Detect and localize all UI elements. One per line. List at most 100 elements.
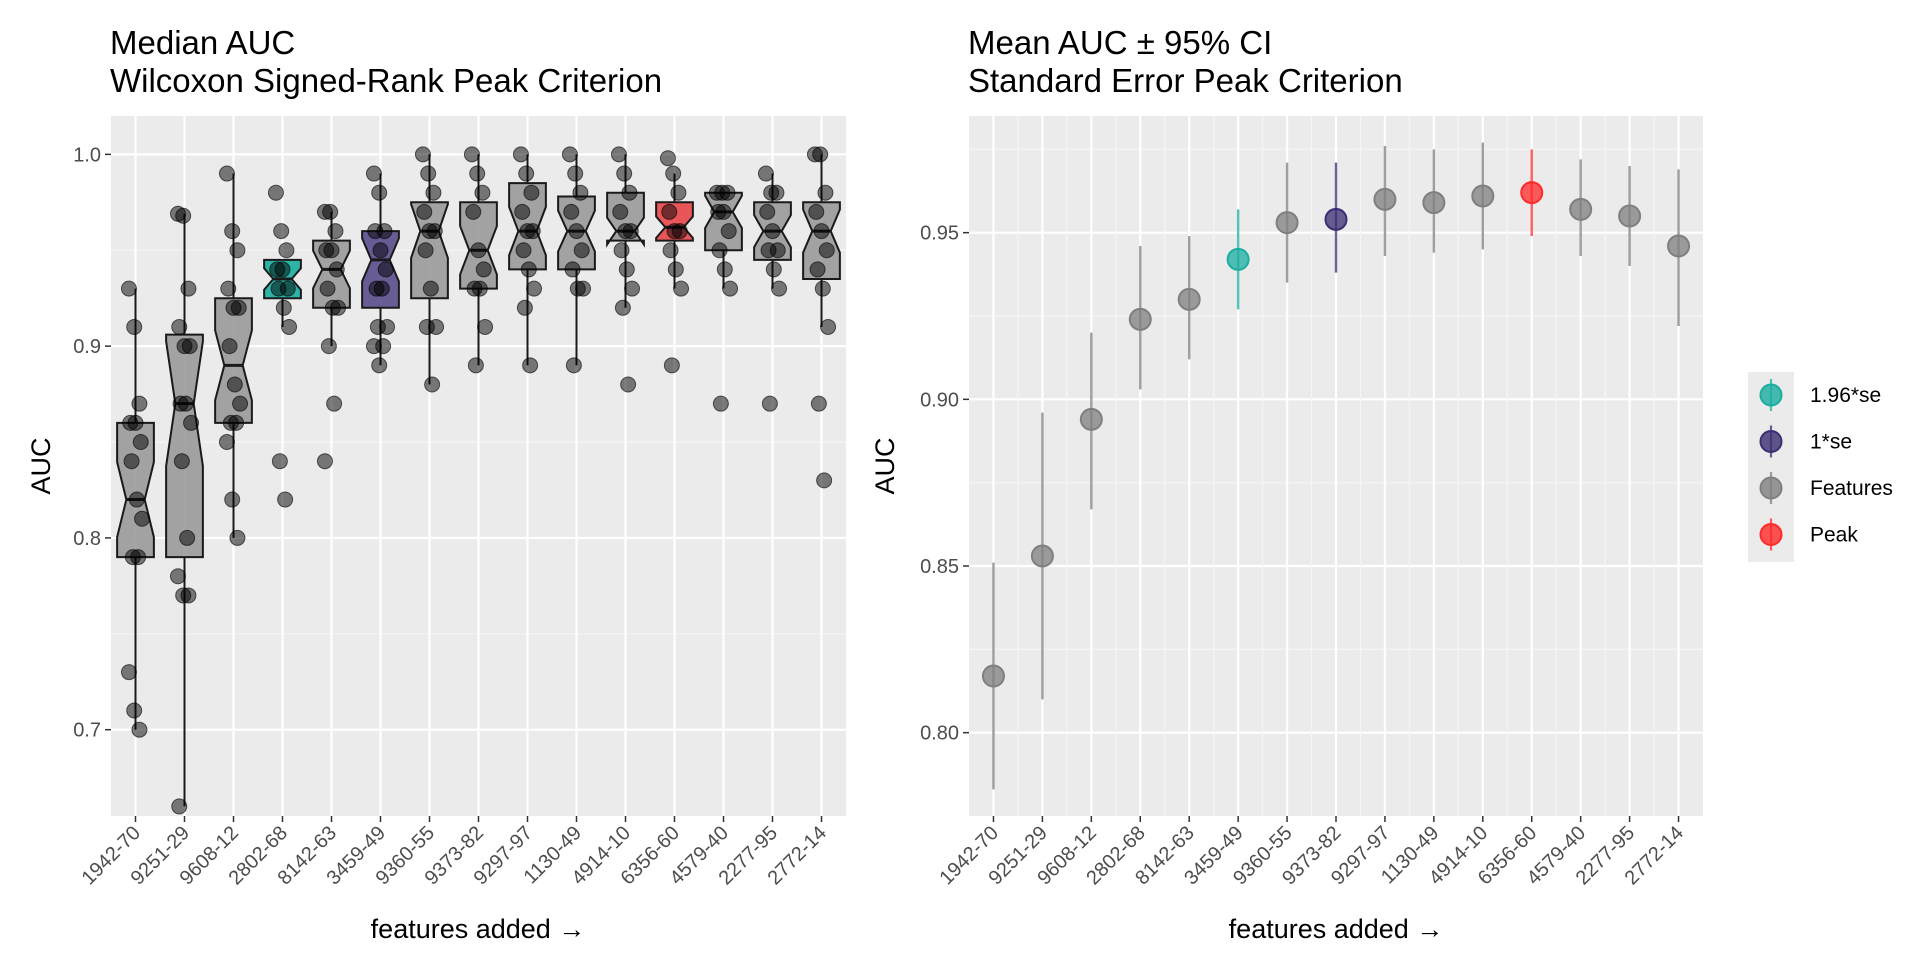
data-point — [220, 280, 237, 297]
mean-point-1130-49 — [1422, 191, 1446, 215]
data-point — [369, 318, 386, 335]
errorbar-marks — [981, 142, 1691, 790]
chart-subtitle: Standard Error Peak Criterion — [968, 62, 1403, 99]
mean-point-9297-97 — [1373, 187, 1397, 211]
data-point — [414, 146, 431, 163]
data-point — [418, 318, 435, 335]
data-point — [316, 453, 333, 470]
data-point — [417, 242, 434, 259]
data-point — [177, 395, 194, 412]
box-marks — [116, 146, 841, 815]
data-point — [426, 223, 443, 240]
data-point — [123, 453, 140, 470]
mean-point-3459-49 — [1226, 247, 1250, 271]
legend-label: 1.96*se — [1810, 384, 1881, 407]
data-point — [327, 223, 344, 240]
data-point — [224, 223, 241, 240]
data-point — [659, 150, 676, 167]
data-point — [126, 702, 143, 719]
data-point — [771, 280, 788, 297]
data-point — [663, 357, 680, 374]
data-point — [277, 491, 294, 508]
data-point — [612, 203, 629, 220]
legend-key-1*se — [1759, 430, 1783, 453]
y-tick-label: 0.90 — [920, 389, 959, 411]
data-point — [621, 184, 638, 201]
data-point — [522, 357, 539, 374]
mean-point-9360-55 — [1275, 211, 1299, 235]
box-2772-14 — [802, 201, 841, 281]
data-point — [463, 146, 480, 163]
data-point — [573, 242, 590, 259]
legend-key-Peak — [1759, 523, 1783, 546]
y-axis-ticks: 0.7 0.8 0.9 1.0 — [73, 144, 111, 742]
data-point — [667, 261, 684, 278]
data-point — [278, 242, 295, 259]
data-point — [470, 242, 487, 259]
data-point — [565, 357, 582, 374]
data-point — [719, 184, 736, 201]
mean-point-2277-95 — [1618, 204, 1642, 228]
data-point — [567, 165, 584, 182]
data-point — [471, 280, 488, 297]
data-point — [760, 242, 777, 259]
data-point — [229, 242, 246, 259]
data-point — [365, 338, 382, 355]
data-point — [661, 203, 678, 220]
data-point — [561, 146, 578, 163]
data-point — [759, 203, 776, 220]
data-point — [226, 376, 243, 393]
data-point — [520, 261, 537, 278]
mean-point-9608-12 — [1079, 407, 1103, 431]
mean-point-4914-10 — [1471, 184, 1495, 208]
data-point — [671, 223, 688, 240]
data-point — [662, 242, 679, 259]
data-point — [514, 203, 531, 220]
data-point — [328, 261, 345, 278]
data-point — [183, 414, 200, 431]
data-point — [575, 280, 592, 297]
data-point — [765, 261, 782, 278]
y-tick-label: 0.7 — [73, 720, 101, 742]
y-tick-label: 1.0 — [73, 144, 101, 166]
data-point — [373, 280, 390, 297]
data-point — [572, 184, 589, 201]
data-point — [320, 338, 337, 355]
x-axis-ticks: 1942-709251-299608-122802-688142-633459-… — [78, 816, 831, 889]
x-axis-title: features added → — [1229, 914, 1444, 944]
legend-label: 1*se — [1810, 431, 1852, 454]
data-point — [512, 146, 529, 163]
data-point — [465, 203, 482, 220]
data-point — [809, 261, 826, 278]
data-point — [181, 338, 198, 355]
data-point — [371, 357, 388, 374]
mean-point-1942-70 — [981, 664, 1005, 688]
data-point — [722, 280, 739, 297]
data-point — [273, 223, 290, 240]
data-point — [469, 165, 486, 182]
data-point — [134, 510, 151, 527]
data-point — [371, 184, 388, 201]
data-point — [224, 491, 241, 508]
mean-point-9251-29 — [1030, 544, 1054, 568]
grid-lines — [969, 116, 1703, 816]
data-point — [171, 318, 188, 335]
mean-point-8142-63 — [1177, 287, 1201, 311]
y-axis-ticks: 0.80 0.85 0.90 0.95 — [920, 223, 969, 745]
data-point — [518, 165, 535, 182]
data-point — [817, 184, 834, 201]
data-point — [270, 280, 287, 297]
data-point — [281, 318, 298, 335]
y-axis-title: AUC — [26, 437, 56, 494]
data-point — [613, 242, 630, 259]
legend-key-Features — [1759, 476, 1783, 500]
data-point — [275, 299, 292, 316]
box-9608-12 — [214, 297, 253, 424]
data-point — [180, 587, 197, 604]
data-point — [230, 299, 247, 316]
x-axis-title: features added → — [371, 914, 586, 944]
data-point — [132, 434, 149, 451]
chart-title: Median AUC — [110, 24, 295, 61]
data-point — [180, 280, 197, 297]
